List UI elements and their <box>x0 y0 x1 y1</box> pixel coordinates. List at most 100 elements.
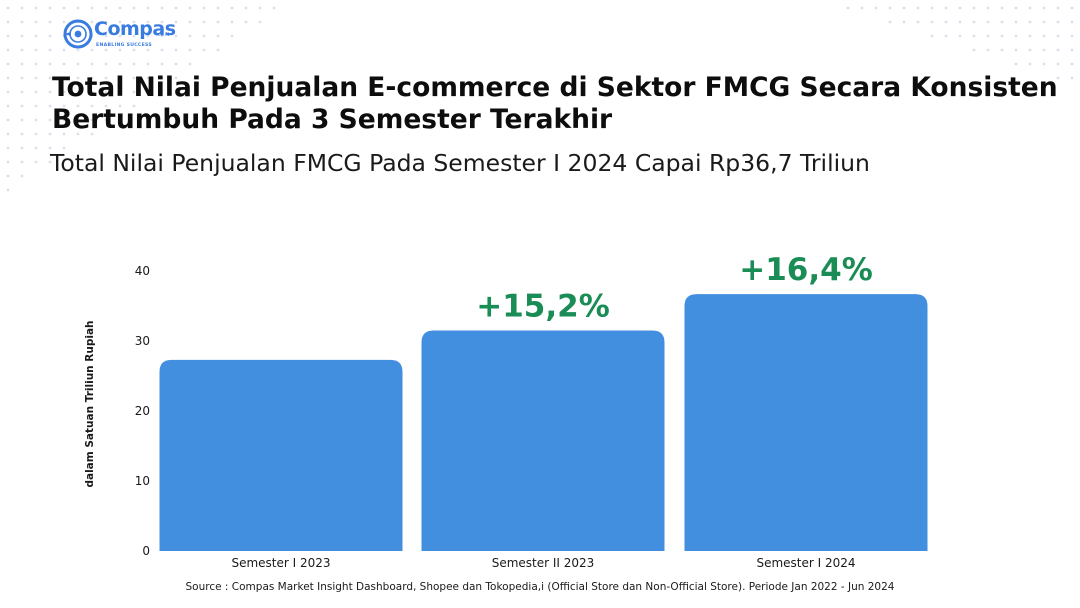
background-dot <box>1014 6 1018 10</box>
background-dot <box>1014 62 1018 66</box>
background-dot <box>62 20 66 24</box>
background-dot <box>132 104 136 108</box>
background-dot <box>6 118 10 122</box>
background-dot <box>986 48 990 52</box>
background-dot <box>1000 34 1004 38</box>
background-dot <box>202 48 206 52</box>
background-dot <box>20 48 24 52</box>
background-dot <box>216 48 220 52</box>
background-dot <box>132 48 136 52</box>
background-dot <box>48 48 52 52</box>
background-dot <box>160 20 164 24</box>
background-dot <box>118 90 122 94</box>
background-dot <box>202 20 206 24</box>
y-tick-label: 30 <box>135 334 150 348</box>
background-dot <box>1014 48 1018 52</box>
background-dot <box>20 62 24 66</box>
background-dot <box>1042 34 1046 38</box>
background-dot <box>944 20 948 24</box>
background-dot <box>1070 6 1074 10</box>
background-dot <box>76 62 80 66</box>
page-title-line-1: Total Nilai Penjualan E-commerce di Sekt… <box>52 72 1058 103</box>
background-dot <box>34 76 38 80</box>
background-dot <box>48 62 52 66</box>
background-dot <box>20 132 24 136</box>
background-dot <box>34 146 38 150</box>
background-dot <box>76 76 80 80</box>
background-dot <box>1014 20 1018 24</box>
background-dot <box>972 20 976 24</box>
background-dot <box>930 6 934 10</box>
background-dot <box>34 104 38 108</box>
background-dot <box>48 6 52 10</box>
background-dot <box>1028 6 1032 10</box>
background-dot <box>244 20 248 24</box>
page-title: Total Nilai Penjualan E-commerce di Sekt… <box>52 72 1058 136</box>
background-dot <box>972 6 976 10</box>
background-dot <box>6 160 10 164</box>
background-dot <box>76 104 80 108</box>
background-dot <box>104 48 108 52</box>
background-dot <box>146 48 150 52</box>
background-dot <box>34 62 38 66</box>
background-dot <box>34 90 38 94</box>
background-dot <box>62 76 66 80</box>
background-dot <box>76 132 80 136</box>
background-dot <box>62 6 66 10</box>
background-dot <box>34 118 38 122</box>
background-dot <box>90 118 94 122</box>
background-dot <box>34 6 38 10</box>
background-dot <box>258 6 262 10</box>
background-dot <box>888 20 892 24</box>
background-dot <box>104 76 108 80</box>
logo-tagline: ENABLING SUCCESS <box>96 43 153 48</box>
background-dot <box>1028 48 1032 52</box>
background-dot <box>146 62 150 66</box>
background-dot <box>20 104 24 108</box>
page-title-line-2: Bertumbuh Pada 3 Semester Terakhir <box>52 104 613 135</box>
background-dot <box>132 62 136 66</box>
background-dot <box>48 146 52 150</box>
background-dot <box>230 20 234 24</box>
background-dot <box>958 20 962 24</box>
background-dot <box>860 6 864 10</box>
background-dot <box>34 132 38 136</box>
background-dot <box>48 90 52 94</box>
background-dot <box>132 20 136 24</box>
background-dot <box>244 6 248 10</box>
background-dot <box>202 34 206 38</box>
bar <box>421 330 665 551</box>
background-dot <box>1056 62 1060 66</box>
background-dot <box>188 48 192 52</box>
background-dot <box>1042 48 1046 52</box>
background-dot <box>930 20 934 24</box>
background-dot <box>34 160 38 164</box>
x-tick-label: Semester I 2023 <box>231 556 330 570</box>
background-dot <box>874 6 878 10</box>
background-dot <box>76 6 80 10</box>
background-dot <box>132 6 136 10</box>
background-dot <box>174 20 178 24</box>
background-dot <box>930 34 934 38</box>
background-dot <box>188 20 192 24</box>
background-dot <box>986 6 990 10</box>
background-dot <box>1070 34 1074 38</box>
background-dot <box>20 118 24 122</box>
background-dot <box>6 76 10 80</box>
background-dot <box>90 76 94 80</box>
background-dot <box>118 34 122 38</box>
background-dot <box>62 132 66 136</box>
background-dot <box>1056 20 1060 24</box>
compas-logo: Compas .co.id ENABLING SUCCESS <box>60 16 180 56</box>
background-dot <box>34 48 38 52</box>
background-dot <box>62 146 66 150</box>
background-dot <box>34 20 38 24</box>
background-dot <box>1056 6 1060 10</box>
background-dot <box>902 6 906 10</box>
growth-label: +16,4% <box>739 252 873 288</box>
background-dot <box>118 104 122 108</box>
background-dot <box>1000 6 1004 10</box>
background-dot <box>76 118 80 122</box>
y-tick-label: 0 <box>142 544 150 558</box>
background-dot <box>916 20 920 24</box>
